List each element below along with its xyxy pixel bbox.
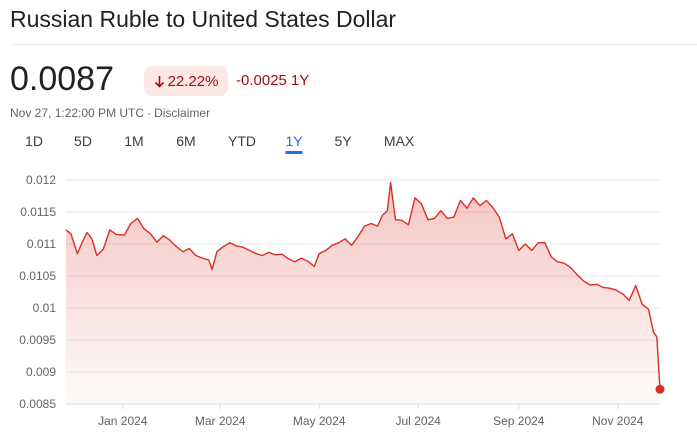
price-chart[interactable]: 0.012 0.0115 0.011 0.0105 0.01 0.0095 0.009 0.0…	[0, 160, 697, 446]
disclaimer-link[interactable]: Disclaimer	[154, 106, 211, 120]
y-tick-label: 0.0115	[20, 205, 56, 219]
x-axis: Jan 2024 Mar 2024 May 2024 Jul 2024 Sep 2024…	[66, 403, 660, 428]
y-tick-label: 0.0105	[19, 269, 56, 283]
x-tick-label: Sep 2024	[493, 414, 545, 428]
x-tick-label: Jan 2024	[98, 414, 148, 428]
tab-5y[interactable]: 5Y	[334, 133, 352, 149]
tab-1y[interactable]: 1Y	[285, 133, 303, 154]
tab-6m[interactable]: 6M	[176, 133, 196, 149]
tab-1m[interactable]: 1M	[124, 133, 144, 149]
tab-ytd[interactable]: YTD	[228, 133, 256, 149]
last-point-marker	[655, 384, 665, 394]
divider	[10, 44, 697, 45]
y-tick-label: 0.012	[26, 173, 56, 187]
series-area	[66, 182, 660, 404]
timestamp: Nov 27, 1:22:00 PM UTC	[10, 106, 145, 120]
arrow-down-icon	[154, 75, 164, 88]
x-tick-label: Jul 2024	[395, 414, 441, 428]
x-tick-label: May 2024	[293, 414, 346, 428]
tab-max[interactable]: MAX	[383, 133, 415, 149]
x-tick-label: Nov 2024	[592, 414, 644, 428]
series-line	[65, 181, 661, 390]
x-tick-label: Mar 2024	[195, 414, 246, 428]
page-title: Russian Ruble to United States Dollar	[10, 6, 397, 32]
tab-1d[interactable]: 1D	[25, 133, 43, 149]
plot-area	[65, 181, 665, 404]
separator: ·	[147, 106, 152, 120]
y-tick-label: 0.011	[27, 237, 56, 251]
change-percent: 22.22%	[167, 72, 219, 90]
y-tick-label: 0.0095	[19, 333, 56, 347]
y-tick-label: 0.009	[26, 365, 56, 379]
y-tick-label: 0.0085	[19, 397, 56, 411]
timestamp-line: Nov 27, 1:22:00 PM UTC · Disclaimer	[10, 106, 210, 120]
change-abs: -0.0025	[236, 72, 287, 89]
change-amount: -0.0025 1Y	[236, 72, 309, 89]
tab-5d[interactable]: 5D	[74, 133, 92, 149]
change-period: 1Y	[290, 72, 310, 89]
y-axis: 0.012 0.0115 0.011 0.0105 0.01 0.0095 0.009 0.0…	[19, 173, 56, 411]
current-price: 0.0087	[10, 60, 114, 98]
change-percent-badge: 22.22%	[144, 66, 228, 96]
y-tick-label: 0.01	[33, 301, 57, 315]
